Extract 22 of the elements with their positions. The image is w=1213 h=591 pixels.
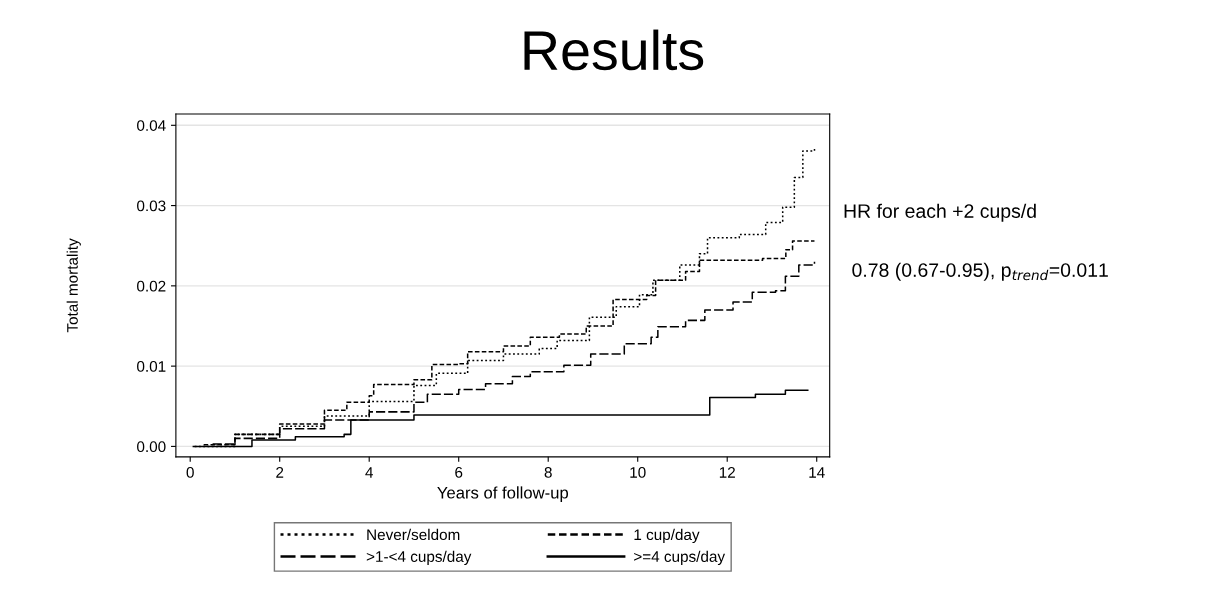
x-axis-title: Years of follow-up (437, 486, 569, 502)
text: 0.78 (0.67-0.95), p$_{trend}$=0.011 (852, 262, 1108, 281)
x-tick-label: 4 (365, 467, 374, 478)
x-tick-label: 6 (455, 466, 463, 478)
legend-label: >=4 cups/day (634, 550, 726, 565)
x-tick-label: 0 (186, 466, 194, 478)
x-tick-label: 10 (630, 466, 646, 478)
legend-label: Never/seldom (367, 528, 460, 541)
y-axis-title: Total mortality (66, 238, 81, 333)
y-tick-label: 0.03 (137, 200, 166, 212)
y-tick-label: 0.04 (137, 120, 166, 131)
x-tick-label: 8 (544, 466, 552, 478)
legend-label: >1-<4 cups/day (366, 550, 472, 565)
legend-label: 1 cup/day (634, 528, 700, 544)
x-tick-label: 12 (719, 466, 735, 478)
y-tick-label: 0.00 (137, 441, 166, 453)
x-tick-label: 2 (276, 466, 284, 478)
y-tick-label: 0.01 (137, 361, 166, 372)
text: HR for each +2 cups/d (844, 203, 1036, 222)
chart-title: Results (524, 29, 704, 71)
x-tick-label: 14 (809, 467, 825, 478)
y-tick-label: 0.02 (137, 280, 166, 292)
